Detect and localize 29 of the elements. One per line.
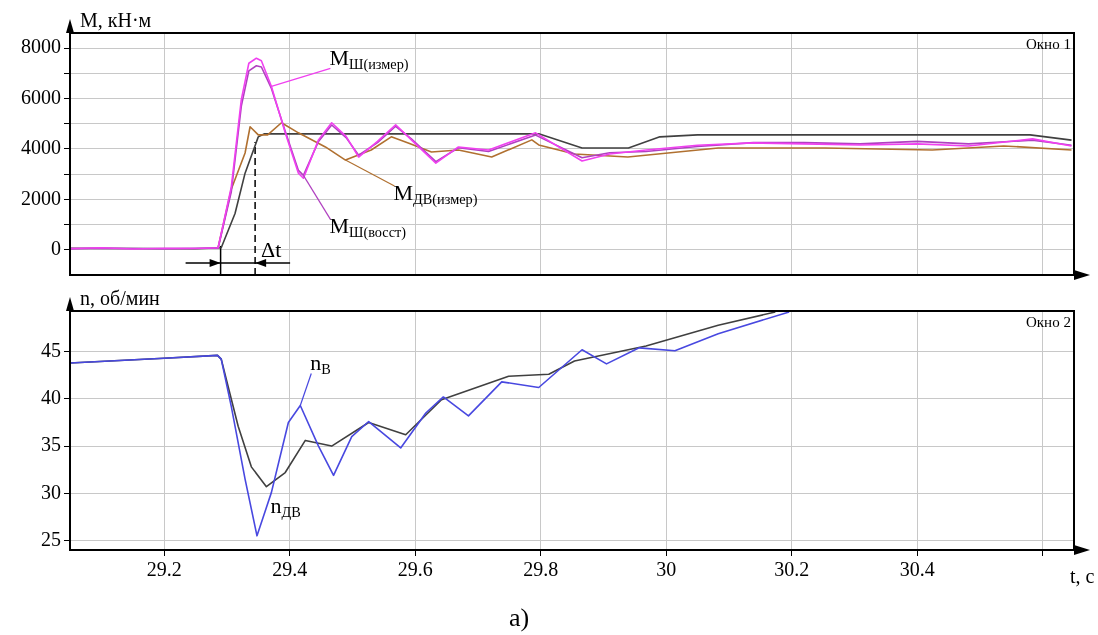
text: а): [509, 603, 530, 632]
y-tick-label: 6000: [21, 85, 61, 108]
text: M$_{Ш(восст)}$: [329, 213, 407, 241]
y-tick-label: 8000: [21, 35, 61, 58]
y-axis-title: M, кН·м: [80, 9, 152, 31]
x-tick-label: 29.8: [523, 558, 559, 581]
y-tick-label: 4000: [21, 136, 61, 159]
x-tick-label: 29.2: [146, 558, 182, 581]
ref-line-label: Δt: [261, 237, 282, 262]
y-tick-label: 30: [41, 480, 61, 503]
y-axis-title: n, об/мин: [80, 287, 160, 309]
x-tick-label: 30.2: [774, 558, 810, 581]
y-tick-label: 25: [41, 527, 61, 550]
series-label: n$_{В}$: [310, 350, 331, 378]
y-tick-label: 35: [41, 433, 61, 456]
chart-title: Окно 2: [1026, 314, 1071, 330]
y-tick-label: 40: [41, 386, 61, 409]
chart-title: Окно 1: [1026, 36, 1071, 52]
series-label: M$_{ДВ(измер)}$: [393, 180, 478, 208]
y-tick-label: 0: [51, 237, 61, 260]
text: M$_{Ш(измер)}$: [329, 45, 409, 73]
y-tick-label: 45: [41, 338, 61, 361]
y-tick-label: 2000: [21, 186, 61, 209]
x-tick-label: 29.6: [397, 558, 433, 581]
x-tick-label: 30.4: [899, 558, 935, 581]
series-label: n$_{ДВ}$: [270, 492, 301, 520]
x-tick-label: 29.4: [272, 558, 308, 581]
x-axis-title: t, с: [1070, 565, 1095, 587]
x-tick-label: 30: [656, 558, 677, 581]
